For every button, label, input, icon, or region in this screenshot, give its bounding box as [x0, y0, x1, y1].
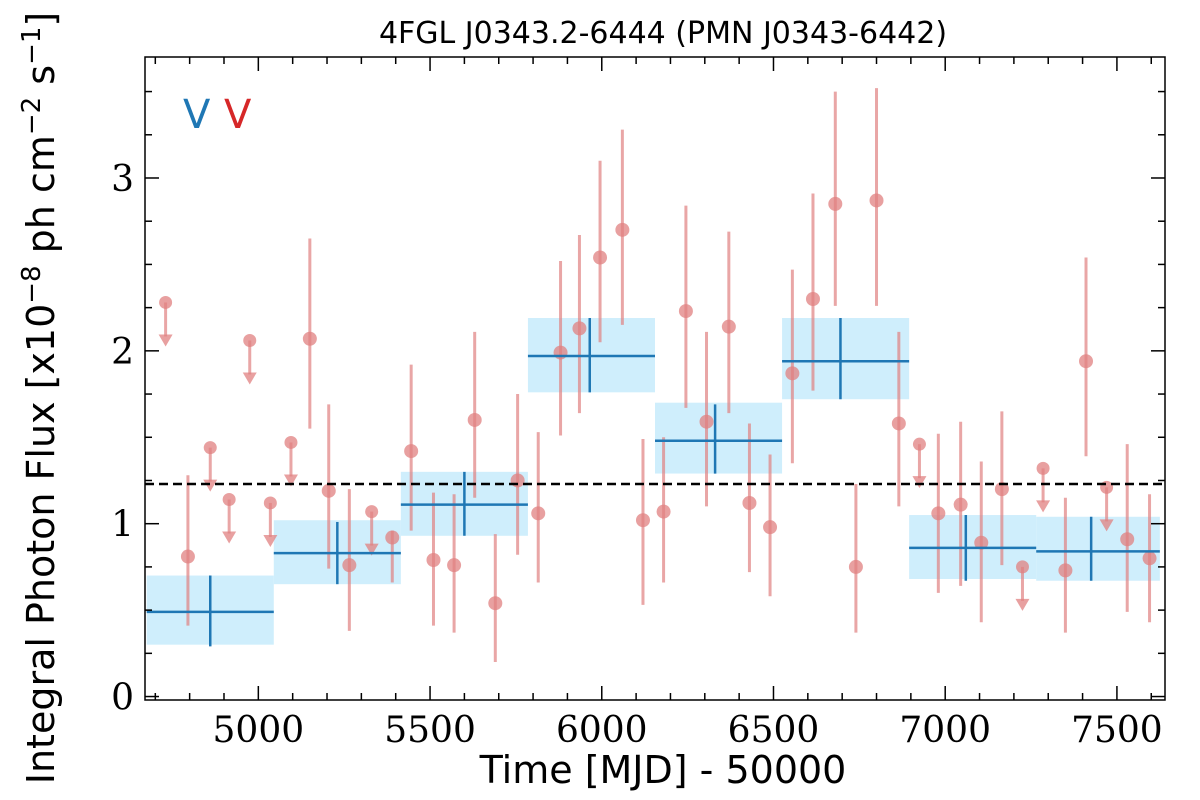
data-point	[994, 482, 1009, 497]
data-point	[1079, 354, 1094, 369]
upper-limit-arrow	[1036, 500, 1051, 513]
data-point	[467, 412, 482, 427]
data-point	[699, 414, 714, 429]
upper-limit-point	[159, 295, 173, 309]
upper-limit-point	[1015, 560, 1029, 574]
data-point	[953, 497, 968, 512]
data-point	[615, 222, 630, 237]
data-point	[1058, 563, 1073, 578]
x-axis: 5000 5500 6000 6500 7000 7500	[154, 57, 1163, 751]
data-point	[553, 345, 568, 360]
data-point	[404, 444, 419, 459]
data-point	[1120, 532, 1135, 547]
plot-area	[144, 56, 1166, 701]
upper-limit-point	[365, 505, 379, 519]
upper-limit-arrow	[158, 334, 173, 347]
data-point	[321, 483, 336, 498]
chart-title: 4FGL J0343.2-6444 (PMN J0343-6442)	[379, 16, 947, 51]
data-point	[656, 504, 671, 519]
upper-limit-arrow	[283, 474, 298, 487]
upper-limit-arrow	[263, 534, 278, 547]
data-point	[447, 558, 462, 573]
upper-limit-arrow	[222, 531, 237, 544]
y-axis: 0 1 2 3	[111, 90, 1165, 719]
data-point	[742, 495, 757, 510]
corner-label-blue: V	[183, 92, 211, 138]
upper-limit-point	[912, 437, 926, 451]
data-point	[785, 366, 800, 381]
y-tick-label: 3	[111, 159, 134, 200]
corner-label-red: V	[224, 92, 252, 138]
x-tick-label: 7000	[899, 710, 991, 751]
data-point	[869, 193, 884, 208]
data-point	[848, 559, 863, 574]
x-tick-label: 6000	[556, 710, 648, 751]
plot-frame	[144, 56, 1166, 701]
data-point	[426, 552, 441, 567]
data-point	[342, 558, 357, 573]
upper-limit-point	[1036, 461, 1050, 475]
x-axis-label: Time [MJD] - 50000	[479, 748, 847, 792]
data-point	[180, 549, 195, 564]
data-point	[302, 331, 317, 346]
y-axis-label: Integral Photon Flux [x10−8 ph cm−2 s−1]	[17, 12, 63, 785]
upper-limit-arrow	[203, 479, 218, 492]
binned-uncertainty-box	[655, 402, 783, 474]
upper-limit-arrow	[1099, 519, 1114, 532]
data-point	[488, 596, 503, 611]
data-point	[510, 473, 525, 488]
y-tick-label: 1	[111, 505, 134, 546]
data-point	[678, 304, 693, 319]
upper-limit-arrow	[912, 476, 927, 489]
y-tick-label: 0	[111, 678, 134, 719]
data-point	[1142, 551, 1157, 566]
data-point	[593, 250, 608, 265]
data-point	[721, 319, 736, 334]
upper-limit-point	[243, 333, 257, 347]
binned-uncertainty-box	[1036, 516, 1160, 581]
data-point	[805, 291, 820, 306]
data-point	[385, 530, 400, 545]
data-point	[635, 513, 650, 528]
data-point	[763, 520, 778, 535]
upper-limit-point	[263, 496, 277, 510]
upper-limit-point	[222, 492, 236, 506]
data-point	[572, 321, 587, 336]
data-point	[974, 535, 989, 550]
data-point	[531, 506, 546, 521]
binned-uncertainty-box	[782, 318, 910, 400]
corner-labels: V V	[183, 92, 252, 138]
upper-limit-point	[203, 441, 217, 455]
upper-limit-arrow	[1015, 598, 1030, 611]
data-point	[891, 416, 906, 431]
upper-limit-arrow	[364, 543, 379, 556]
data-point	[931, 506, 946, 521]
upper-limit-arrow	[242, 372, 257, 385]
x-tick-label: 5500	[384, 710, 476, 751]
x-tick-label: 5000	[213, 710, 305, 751]
y-tick-label: 2	[111, 332, 134, 373]
x-tick-label: 7500	[1071, 710, 1163, 751]
data-point	[828, 196, 843, 211]
upper-limit-point	[284, 435, 298, 449]
x-tick-label: 6500	[728, 710, 820, 751]
